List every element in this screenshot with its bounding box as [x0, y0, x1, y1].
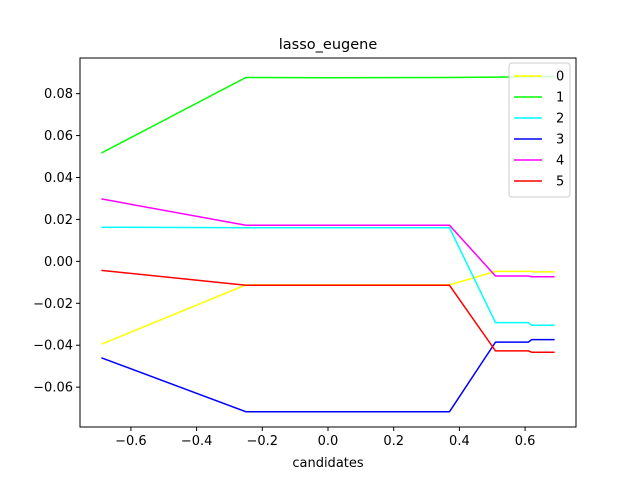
y-tick-label: −0.02 [33, 297, 73, 312]
x-tick-label: −0.2 [247, 434, 279, 449]
series-line-4 [101, 198, 555, 278]
y-tick-label: −0.06 [33, 381, 73, 396]
y-tick-label: 0.04 [44, 171, 73, 186]
legend-label-1: 1 [556, 91, 564, 106]
y-tick-label: −0.04 [33, 339, 73, 354]
legend: 0 1 2 3 4 5 [508, 62, 571, 198]
x-tick-label: 0.4 [449, 434, 470, 449]
series-line-3 [101, 338, 555, 413]
x-axis-label: candidates [292, 456, 364, 471]
x-tick-label: 0.2 [383, 434, 404, 449]
x-axis: −0.6 −0.4 −0.2 0.0 0.2 0.4 0.6 [115, 427, 535, 449]
y-axis: −0.06 −0.04 −0.02 0.00 0.02 0.04 0.06 0.08 [33, 87, 80, 396]
series-line-2 [101, 226, 555, 327]
x-tick-label: 0.6 [515, 434, 536, 449]
legend-label-5: 5 [556, 175, 564, 190]
y-tick-label: 0.00 [44, 255, 73, 270]
y-tick-label: 0.02 [44, 213, 73, 228]
x-tick-label: −0.4 [181, 434, 213, 449]
x-tick-label: −0.6 [115, 434, 147, 449]
legend-label-2: 2 [556, 112, 564, 127]
chart-title: lasso_eugene [279, 37, 378, 53]
legend-label-4: 4 [556, 154, 564, 169]
y-tick-label: 0.06 [44, 129, 73, 144]
series-layer [101, 75, 555, 413]
legend-label-0: 0 [556, 70, 564, 85]
x-tick-label: 0.0 [318, 434, 339, 449]
legend-label-3: 3 [556, 133, 564, 148]
y-tick-label: 0.08 [44, 87, 73, 102]
series-line-5 [101, 269, 555, 353]
